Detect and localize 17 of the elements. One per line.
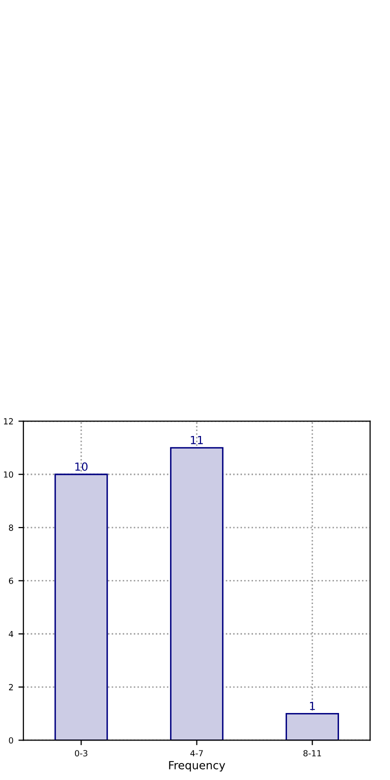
bar xyxy=(286,712,340,740)
y-tick-label: 6 xyxy=(8,578,14,584)
x-tick-label: 8-11 xyxy=(303,750,322,756)
x-tick-label: 4-7 xyxy=(190,750,203,756)
y-tick-label: 12 xyxy=(4,418,13,424)
bar xyxy=(54,474,108,740)
y-tick-label: 0 xyxy=(8,737,14,744)
data-label: 10 xyxy=(75,462,88,471)
y-tick-label: 10 xyxy=(4,471,14,478)
x-axis-title: Frequency xyxy=(169,761,226,772)
y-tick-label: 8 xyxy=(8,524,14,531)
data-label: 11 xyxy=(190,436,203,444)
y-tick-label: 4 xyxy=(8,630,14,638)
y-tick-label: 2 xyxy=(8,684,13,690)
x-tick-label: 0-3 xyxy=(74,750,88,756)
bar xyxy=(170,447,224,740)
data-label: 1 xyxy=(310,702,315,710)
